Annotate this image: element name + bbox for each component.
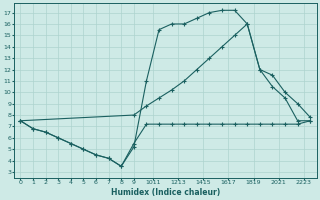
- X-axis label: Humidex (Indice chaleur): Humidex (Indice chaleur): [111, 188, 220, 197]
